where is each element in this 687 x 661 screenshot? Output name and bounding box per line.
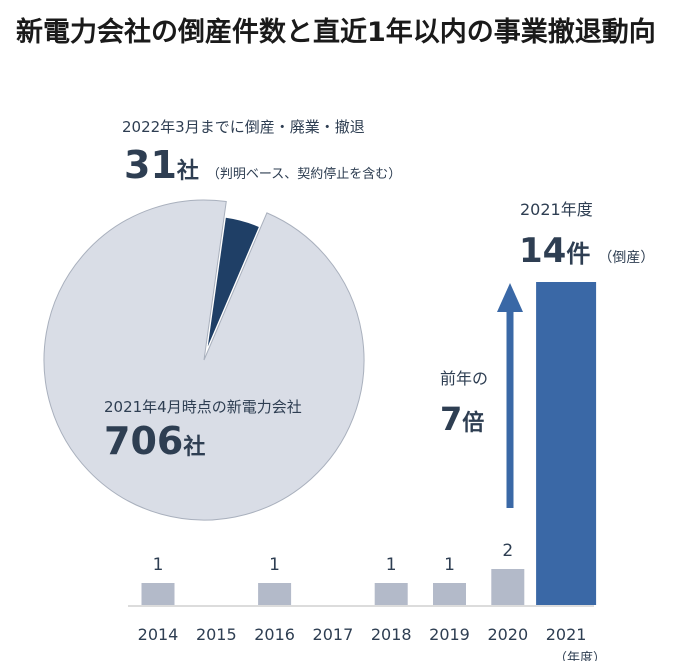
bar-2019 — [433, 583, 466, 605]
growth-arrow — [497, 283, 523, 508]
growth-value: 7倍 — [440, 400, 484, 438]
existing-label: 2021年4月時点の新電力会社 — [104, 398, 302, 416]
exited-label: 2022年3月までに倒産・廃業・撤退 — [122, 118, 365, 136]
existing-count: 706社 — [104, 419, 205, 463]
x-tick-2021: 2021 — [546, 625, 587, 644]
bar-2016 — [258, 583, 292, 605]
pie-chart — [43, 199, 365, 521]
data-label-2019: 1 — [444, 555, 455, 575]
data-label-2014: 1 — [153, 555, 164, 575]
x-tick-2019: 2019 — [429, 625, 470, 644]
pie-slice-existing — [43, 199, 365, 521]
x-tick-2020: 2020 — [487, 625, 528, 644]
bar-data-labels: 1 1 1 1 2 — [153, 541, 514, 575]
growth-label: 前年の — [440, 369, 488, 388]
pie-slice-exited — [207, 217, 259, 347]
bar-2020 — [491, 569, 525, 605]
chart-title: 新電力会社の倒産件数と直近1年以内の事業撤退動向 — [16, 17, 656, 48]
exited-count: 31社 （判明ベース、契約停止を含む） — [124, 143, 401, 187]
bar-2018 — [374, 583, 408, 605]
data-label-2020: 2 — [502, 541, 513, 561]
x-tick-2018: 2018 — [371, 625, 412, 644]
x-axis-unit: （年度） — [554, 650, 606, 661]
x-tick-2014: 2014 — [138, 625, 179, 644]
highlight-year-label: 2021年度 — [520, 200, 593, 219]
x-tick-2016: 2016 — [254, 625, 295, 644]
data-label-2016: 1 — [269, 555, 280, 575]
bar-2021 — [536, 282, 597, 605]
x-tick-2017: 2017 — [313, 625, 354, 644]
x-tick-labels: 2014 2015 2016 2017 2018 2019 2020 2021 — [138, 625, 587, 644]
bar-series — [141, 282, 597, 605]
data-label-2018: 1 — [386, 555, 397, 575]
bar-2014 — [141, 583, 175, 605]
x-tick-2015: 2015 — [196, 625, 237, 644]
highlight-value: 14件 （倒産） — [519, 231, 654, 271]
